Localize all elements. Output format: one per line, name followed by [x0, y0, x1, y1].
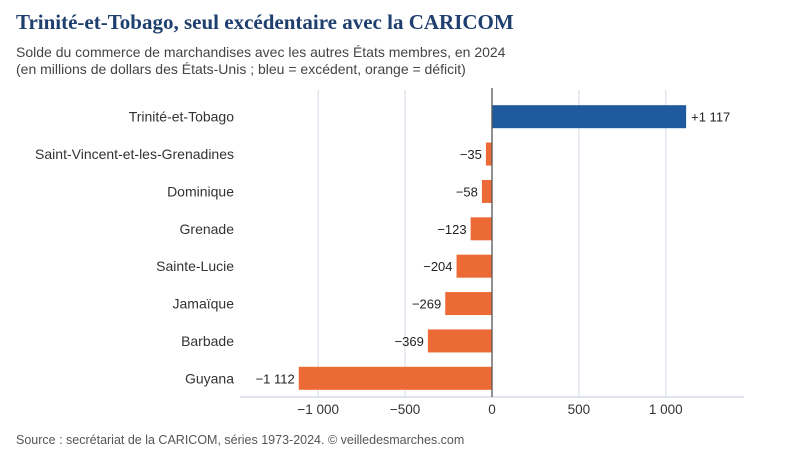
bar [485, 142, 492, 166]
bar [427, 329, 492, 353]
bar [481, 179, 492, 203]
category-label: Trinité-et-Tobago [129, 109, 235, 125]
x-tick-label: 0 [488, 402, 496, 417]
data-label: −204 [423, 259, 452, 274]
bar [456, 254, 492, 278]
data-label: −35 [460, 147, 482, 162]
chart-title: Trinité-et-Tobago, seul excédentaire ave… [16, 10, 514, 34]
data-label: −369 [395, 334, 424, 349]
chart-subtitle: Solde du commerce de marchandises avec l… [16, 44, 505, 78]
bar [298, 366, 492, 390]
category-label: Dominique [167, 183, 234, 199]
category-label: Barbade [181, 333, 234, 349]
data-label: +1 117 [691, 110, 730, 125]
bar [445, 292, 492, 316]
x-tick-label: 1 000 [649, 402, 683, 417]
bar-chart: Trinité-et-Tobago +1 117 Saint-Vincent-et-… [35, 88, 744, 417]
bars [298, 105, 687, 390]
labels: Trinité-et-Tobago +1 117 Saint-Vincent-et-… [35, 109, 730, 387]
bar [470, 217, 492, 241]
data-label: −1 112 [256, 371, 295, 386]
subtitle-line-1: Solde du commerce de marchandises avec l… [16, 44, 506, 60]
x-axis: −1 000 −500 0 500 1 000 [240, 88, 744, 417]
category-label: Jamaïque [173, 296, 235, 312]
grid-lines [317, 90, 667, 397]
source-note: Source : secrétariat de la CARICOM, séri… [16, 433, 465, 447]
x-tick-label: 500 [568, 402, 591, 417]
category-label: Sainte-Lucie [156, 258, 234, 274]
bar [492, 105, 687, 129]
category-label: Saint-Vincent-et-les-Grenadines [35, 146, 234, 162]
data-label: −58 [456, 184, 478, 199]
x-tick-label: −1 000 [297, 402, 339, 417]
category-label: Grenade [180, 221, 235, 237]
data-label: −269 [412, 297, 441, 312]
subtitle-line-2: (en millions de dollars des États-Unis ;… [16, 61, 466, 77]
category-label: Guyana [185, 370, 234, 386]
x-tick-label: −500 [390, 402, 420, 417]
data-label: −123 [437, 222, 466, 237]
